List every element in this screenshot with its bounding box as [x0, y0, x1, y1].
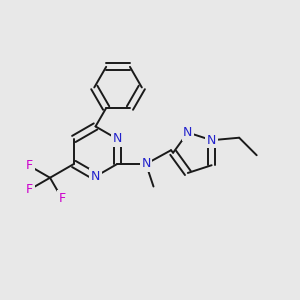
Text: F: F: [26, 183, 33, 196]
Text: N: N: [112, 133, 122, 146]
Text: N: N: [91, 170, 100, 183]
Text: F: F: [26, 159, 33, 172]
Text: N: N: [207, 134, 216, 147]
Text: N: N: [183, 126, 193, 139]
Text: N: N: [141, 158, 151, 170]
Text: F: F: [58, 192, 65, 205]
